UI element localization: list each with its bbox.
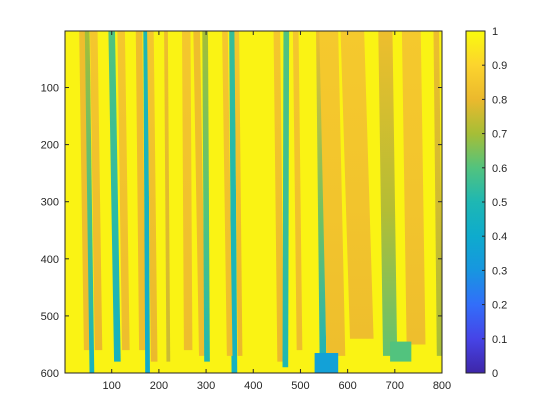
colorbar-tick-label: 0.6 — [492, 163, 507, 175]
heatmap-streak — [147, 31, 158, 362]
heatmap-streak — [292, 31, 303, 351]
heatmap-streak — [234, 31, 243, 356]
y-tick-label: 600 — [41, 368, 59, 380]
colorbar-tick-label: 0.7 — [492, 129, 507, 141]
x-tick-label: 100 — [103, 380, 121, 392]
y-tick-label: 300 — [41, 197, 59, 209]
x-tick-label: 700 — [386, 380, 404, 392]
heatmap-streak — [282, 31, 290, 368]
colorbar-gradient — [466, 31, 485, 373]
heatmap-streak — [117, 31, 130, 351]
heatmap-streak — [164, 31, 171, 362]
x-tick-label: 600 — [338, 380, 356, 392]
heatmap-streak — [433, 31, 442, 356]
colorbar-tick-label: 0.1 — [492, 334, 507, 346]
heatmap-streak — [273, 31, 284, 362]
heatmap-streak — [222, 31, 233, 356]
heatmap-streak — [84, 31, 95, 373]
heatmap-streak — [182, 31, 193, 351]
heatmap-patch — [390, 341, 412, 362]
y-tick-label: 100 — [41, 83, 59, 95]
colorbar: 0 0.1 0.2 0.3 0.4 0.5 0.6 0.7 0.8 0.9 1 — [465, 26, 507, 380]
heatmap-streak — [319, 31, 346, 356]
y-axis: 100 200 300 400 500 600 — [41, 83, 442, 380]
heatmap-streak — [135, 31, 146, 351]
heatmap-streak — [108, 31, 121, 362]
x-tick-label: 300 — [197, 380, 215, 392]
x-axis: 100 200 300 400 500 600 700 800 — [103, 31, 451, 392]
x-tick-label: 500 — [291, 380, 309, 392]
y-tick-label: 500 — [41, 311, 59, 323]
heatmap-patch — [314, 353, 339, 373]
colorbar-tick-label: 0.5 — [492, 197, 507, 209]
colorbar-tick-label: 0.8 — [492, 94, 507, 106]
heatmap-streak — [202, 31, 210, 362]
plot-area: 100 200 300 400 500 600 700 800 100 200 300 400 500… — [41, 30, 451, 392]
heatmap-streak — [90, 31, 103, 351]
heatmap-streak — [340, 31, 374, 339]
y-tick-label: 200 — [41, 140, 59, 152]
x-tick-label: 800 — [433, 380, 451, 392]
heatmap-streak — [316, 31, 327, 373]
colorbar-ticks: 0 0.1 0.2 0.3 0.4 0.5 0.6 0.7 0.8 0.9 1 — [482, 26, 507, 380]
heatmap-streak — [378, 31, 398, 356]
x-tick-label: 400 — [244, 380, 262, 392]
y-tick-label: 400 — [41, 254, 59, 266]
heatmap-streak — [401, 31, 426, 345]
heatmap-streak — [79, 31, 91, 351]
heatmap-streak — [193, 31, 206, 356]
colorbar-tick-label: 0 — [492, 368, 498, 380]
colorbar-tick-label: 1 — [492, 26, 498, 38]
x-tick-label: 200 — [150, 380, 168, 392]
colorbar-tick-label: 0.4 — [492, 231, 507, 243]
heatmap-cells — [79, 31, 442, 373]
colorbar-tick-label: 0.2 — [492, 300, 507, 312]
colorbar-tick-label: 0.9 — [492, 60, 507, 72]
colorbar-tick-label: 0.3 — [492, 265, 507, 277]
